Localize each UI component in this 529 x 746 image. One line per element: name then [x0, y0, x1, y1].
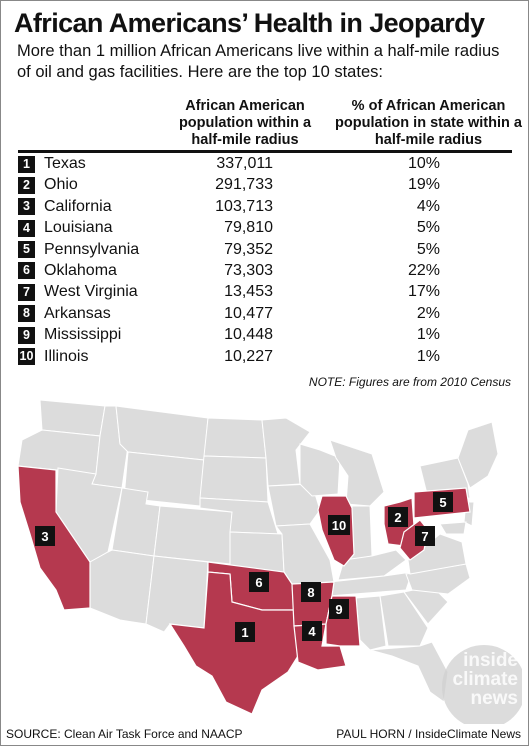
percent-value: 5%	[416, 219, 440, 237]
map-badge-1: 1	[235, 622, 255, 642]
percent-value: 2%	[416, 304, 440, 322]
state-name: Oklahoma	[44, 261, 117, 279]
state-new-mexico	[145, 555, 209, 633]
population-value: 79,810	[224, 219, 273, 237]
svg-text:10: 10	[332, 518, 346, 533]
map-rank-badges: 1 2 3 4 5 6 7 8 9 10	[35, 492, 453, 642]
rank-badge: 8	[18, 305, 35, 323]
svg-text:1: 1	[241, 625, 248, 640]
svg-text:6: 6	[255, 575, 262, 590]
population-value: 103,713	[215, 197, 273, 215]
table-row: 7 West Virginia 13,453 17%	[18, 281, 512, 302]
svg-text:7: 7	[421, 529, 428, 544]
source-credit: SOURCE: Clean Air Task Force and NAACP	[6, 727, 243, 741]
table-row: 8 Arkansas 10,477 2%	[18, 303, 512, 324]
table-row: 2 Ohio 291,733 19%	[18, 174, 512, 195]
insideclimate-news-logo: inside climate news	[452, 650, 518, 709]
percent-value: 10%	[407, 155, 440, 172]
population-value: 79,352	[224, 240, 273, 258]
rank-badge: 6	[18, 262, 35, 280]
map-badge-7: 7	[415, 526, 435, 546]
state-wisconsin	[299, 443, 341, 497]
state-michigan	[329, 439, 385, 507]
state-minnesota	[261, 417, 311, 487]
population-value: 291,733	[215, 176, 273, 194]
column-header-population: African American population within a hal…	[178, 98, 312, 148]
state-florida	[369, 641, 449, 703]
state-maryland	[439, 521, 467, 535]
svg-text:5: 5	[439, 495, 446, 510]
state-new-england	[457, 421, 499, 489]
state-name: West Virginia	[44, 283, 138, 301]
subtitle: More than 1 million African Americans li…	[17, 42, 500, 81]
rank-badge: 1	[18, 155, 35, 173]
svg-text:8: 8	[307, 585, 314, 600]
rank-badge: 7	[18, 283, 35, 301]
rank-badge: 2	[18, 176, 35, 194]
rank-badge: 4	[18, 219, 35, 237]
rank-badge: 5	[18, 241, 35, 259]
percent-value: 19%	[407, 176, 440, 194]
state-colorado	[153, 505, 233, 565]
map-badge-6: 6	[249, 572, 269, 592]
percent-value: 1%	[416, 326, 440, 344]
us-map: 1 2 3 4 5 6 7 8 9 10	[17, 399, 499, 715]
states-table: 1 Texas 337,011 10% 2 Ohio 291,733 19% 3…	[18, 150, 512, 367]
population-value: 10,477	[224, 304, 273, 322]
table-row: 10 Illinois 10,227 1%	[18, 346, 512, 367]
map-badge-8: 8	[301, 582, 321, 602]
state-name: Texas	[44, 155, 86, 172]
percent-value: 5%	[416, 240, 440, 258]
state-name: Ohio	[44, 176, 78, 194]
state-north-dakota	[203, 417, 267, 459]
rank-badge: 10	[18, 348, 35, 366]
rank-badge: 3	[18, 198, 35, 216]
state-name: Illinois	[44, 347, 89, 365]
svg-text:2: 2	[394, 510, 401, 525]
population-value: 13,453	[224, 283, 273, 301]
percent-value: 17%	[407, 283, 440, 301]
state-name: Pennsylvania	[44, 240, 140, 258]
svg-text:4: 4	[308, 624, 316, 639]
map-badge-5: 5	[433, 492, 453, 512]
table-row: 3 California 103,713 4%	[18, 196, 512, 217]
column-header-percent: % of African American population in stat…	[335, 98, 522, 148]
table-row: 5 Pennsylvania 79,352 5%	[18, 239, 512, 260]
base-states	[17, 399, 499, 703]
state-texas	[168, 571, 299, 715]
rank-badge: 9	[18, 326, 35, 344]
table-row: 4 Louisiana 79,810 5%	[18, 217, 512, 238]
author-credit: PAUL HORN / InsideClimate News	[336, 727, 521, 741]
population-value: 10,448	[224, 326, 273, 344]
table-row: 1 Texas 337,011 10%	[18, 153, 512, 174]
population-value: 10,227	[224, 347, 273, 365]
state-kentucky	[337, 549, 407, 581]
state-name: Mississippi	[44, 326, 122, 344]
page-title: African Americans’ Health in Jeopardy	[14, 8, 485, 38]
map-badge-2: 2	[388, 507, 408, 527]
state-name: Arkansas	[44, 304, 111, 322]
table-rule	[18, 150, 512, 153]
percent-value: 22%	[407, 261, 440, 279]
map-badge-3: 3	[35, 526, 55, 546]
population-value: 73,303	[224, 261, 273, 279]
map-badge-4: 4	[302, 621, 322, 641]
population-value: 337,011	[216, 155, 273, 172]
state-georgia	[379, 591, 429, 647]
table-row: 9 Mississippi 10,448 1%	[18, 324, 512, 345]
table-row: 6 Oklahoma 73,303 22%	[18, 260, 512, 281]
census-note: NOTE: Figures are from 2010 Census	[308, 375, 511, 389]
state-name: California	[44, 197, 112, 215]
svg-text:3: 3	[41, 529, 48, 544]
state-arizona	[89, 549, 155, 625]
map-badge-9: 9	[329, 599, 349, 619]
map-badge-10: 10	[328, 515, 350, 535]
percent-value: 1%	[416, 347, 440, 365]
state-name: Louisiana	[44, 219, 113, 237]
svg-text:9: 9	[335, 602, 342, 617]
percent-value: 4%	[416, 197, 440, 215]
insideclimate-logo-circle	[442, 645, 522, 724]
state-south-dakota	[199, 455, 269, 503]
